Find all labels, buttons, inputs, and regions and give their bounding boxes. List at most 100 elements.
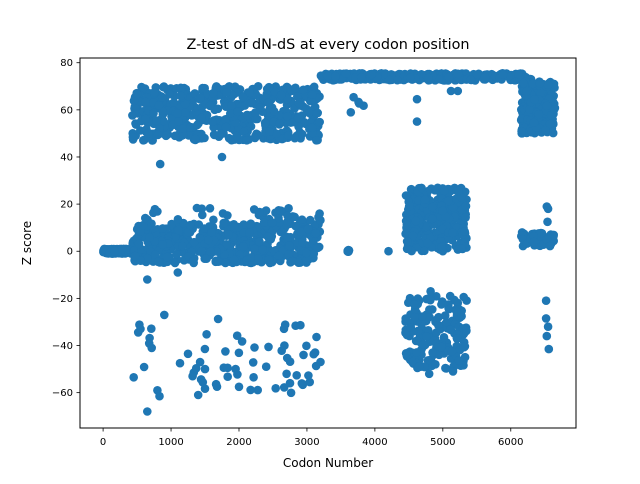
- data-point: [180, 108, 190, 117]
- data-point: [221, 115, 230, 124]
- data-point: [210, 130, 219, 140]
- data-point: [217, 152, 227, 162]
- data-point: [143, 407, 152, 416]
- data-point: [173, 215, 183, 224]
- data-point: [283, 217, 292, 227]
- data-point: [208, 88, 218, 98]
- data-point: [529, 237, 539, 247]
- data-point: [153, 257, 163, 267]
- data-point: [255, 237, 264, 247]
- data-point: [292, 371, 302, 380]
- data-point: [229, 255, 239, 264]
- data-point: [183, 349, 193, 359]
- data-point: [237, 337, 247, 346]
- data-point: [316, 215, 325, 225]
- data-point: [284, 250, 294, 259]
- data-point: [185, 123, 195, 132]
- y-tick-label: 40: [60, 152, 73, 163]
- data-point: [293, 113, 303, 123]
- y-axis-label: Z score: [20, 221, 34, 265]
- data-point: [438, 206, 447, 215]
- data-point: [302, 248, 311, 258]
- data-point: [205, 204, 215, 213]
- data-point: [402, 244, 412, 254]
- data-point: [129, 373, 138, 382]
- data-point: [283, 234, 293, 243]
- data-point: [214, 257, 223, 267]
- data-point: [211, 379, 221, 389]
- data-point: [536, 88, 546, 98]
- data-point: [480, 72, 490, 82]
- data-point: [447, 347, 457, 356]
- data-point: [130, 251, 140, 261]
- data-point: [305, 108, 314, 118]
- x-tick-label: 3000: [294, 437, 319, 448]
- data-point: [522, 86, 532, 96]
- data-point: [354, 99, 364, 108]
- data-point: [253, 254, 263, 263]
- data-point: [290, 104, 299, 113]
- data-point: [202, 254, 211, 263]
- data-point: [284, 204, 293, 213]
- data-point: [466, 75, 476, 85]
- data-point: [232, 131, 241, 141]
- data-point: [234, 348, 244, 358]
- data-point: [307, 90, 317, 99]
- data-point: [221, 258, 230, 268]
- data-point: [233, 107, 242, 116]
- data-point: [153, 207, 162, 216]
- data-point: [445, 291, 455, 301]
- data-point: [175, 358, 185, 368]
- data-point: [274, 251, 284, 260]
- data-point: [197, 246, 206, 256]
- data-point: [285, 241, 294, 250]
- data-point: [279, 324, 289, 334]
- data-point: [193, 120, 202, 130]
- data-point: [424, 369, 434, 379]
- data-point: [443, 196, 453, 206]
- data-point: [305, 215, 315, 225]
- data-point: [417, 183, 426, 193]
- data-point: [453, 298, 463, 308]
- data-point: [271, 384, 281, 393]
- data-point: [530, 95, 539, 104]
- data-point: [290, 133, 300, 143]
- data-point: [249, 373, 258, 382]
- data-point: [461, 201, 471, 211]
- data-point: [313, 243, 322, 253]
- data-point: [349, 92, 358, 102]
- data-point: [456, 193, 466, 202]
- plot-frame: [79, 57, 577, 429]
- data-point: [498, 70, 508, 79]
- data-point: [221, 347, 230, 356]
- data-point: [132, 89, 142, 99]
- data-point: [159, 82, 168, 92]
- data-point: [428, 348, 437, 357]
- data-point: [129, 96, 139, 106]
- x-tick-label: 1000: [158, 437, 183, 448]
- data-point: [246, 253, 256, 262]
- data-point: [297, 215, 307, 224]
- data-point: [316, 357, 325, 367]
- data-point: [226, 109, 235, 118]
- data-point: [298, 237, 307, 247]
- data-point: [439, 186, 449, 195]
- data-point: [154, 101, 164, 110]
- data-point: [448, 228, 457, 238]
- data-point: [461, 213, 470, 222]
- data-point: [202, 330, 211, 339]
- x-tick-label: 4000: [362, 437, 387, 448]
- data-point: [250, 133, 260, 142]
- data-point: [356, 73, 366, 82]
- data-point: [276, 206, 286, 215]
- data-point: [267, 218, 277, 227]
- data-point: [402, 220, 412, 230]
- data-point: [405, 201, 415, 211]
- data-point: [176, 91, 186, 101]
- data-point: [367, 69, 376, 79]
- data-point: [285, 378, 295, 388]
- data-point: [413, 196, 423, 205]
- data-point: [172, 249, 181, 259]
- data-point: [149, 108, 158, 118]
- data-point: [459, 292, 469, 302]
